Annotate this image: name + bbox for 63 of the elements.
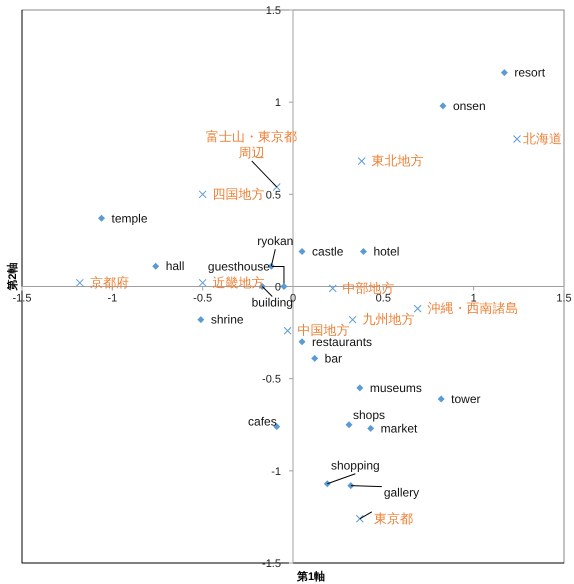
annotation: shops (352, 408, 386, 422)
annotation: guesthouse (208, 260, 270, 274)
y-tick-label: -0.5 (262, 374, 281, 386)
annotation: shrine (210, 312, 244, 327)
y-tick-label: 1.5 (266, 5, 281, 17)
annotation: 近畿地方 (212, 274, 265, 290)
annotation: hotel (373, 244, 400, 258)
point (513, 135, 522, 144)
x-axis-title: 第1軸 (296, 570, 326, 583)
annotation: castle (312, 244, 344, 258)
point (298, 248, 306, 255)
point (280, 283, 288, 290)
point (311, 354, 318, 362)
point (197, 316, 204, 324)
point (152, 262, 160, 270)
x-tick-label: 1.5 (556, 292, 572, 304)
x-tick-label: -0.5 (193, 292, 212, 304)
annotation: 九州地方 (362, 312, 415, 327)
point (414, 304, 422, 313)
point (98, 214, 105, 222)
annotation: museums (370, 380, 422, 395)
y-tick-label: 0 (274, 282, 281, 294)
annotation: ryokan (257, 234, 294, 248)
annotation: 中部地方 (342, 280, 395, 296)
point (346, 421, 353, 428)
point (198, 190, 207, 198)
point (367, 424, 374, 432)
annotation: shopping (330, 458, 380, 473)
point (298, 338, 306, 346)
annotation: hall (166, 259, 184, 274)
annotation: 東北地方 (372, 153, 424, 168)
point (438, 395, 445, 402)
annotation: market (380, 421, 418, 436)
y-tick-label: 1 (274, 97, 281, 110)
point (356, 384, 364, 392)
point (439, 102, 446, 110)
y-tick-label: 0.5 (266, 189, 281, 202)
point (500, 69, 508, 76)
annotation: 沖縄・西南諸島 (428, 300, 519, 316)
y-axis-title: 第2軸 (6, 262, 19, 292)
annotation: 四国地方 (212, 186, 265, 202)
y-tick-label: -1 (271, 466, 281, 478)
annotation: 北海道 (523, 131, 562, 146)
point (358, 157, 366, 166)
annotation: temple (111, 211, 148, 226)
annotation: onsen (452, 98, 486, 113)
point (328, 284, 337, 292)
annotation: tower (451, 392, 480, 406)
point (198, 278, 207, 287)
point (348, 316, 357, 324)
annotation: 富士山・東京都周辺 (206, 128, 298, 160)
annotation: resort (514, 66, 546, 80)
point (356, 514, 364, 523)
annotation: 東京都 (374, 510, 413, 526)
x-tick-label: 0.5 (376, 292, 391, 304)
annotation: bar (324, 351, 342, 366)
point (76, 278, 84, 287)
annotation: 京都府 (90, 274, 129, 290)
annotation: cafes (248, 414, 277, 429)
x-tick-label: -1 (107, 292, 118, 304)
annotation: gallery (384, 486, 420, 500)
point (284, 326, 292, 335)
point (360, 248, 367, 255)
